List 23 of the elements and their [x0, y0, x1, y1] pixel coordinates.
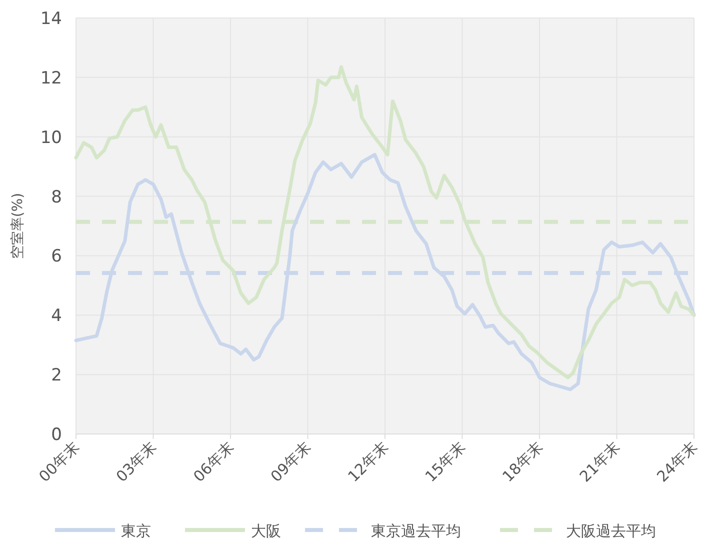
legend-label: 東京過去平均 [371, 522, 461, 540]
x-tick-label: 18年末 [498, 438, 546, 486]
x-tick-label: 12年末 [344, 438, 392, 486]
x-tick-label: 06年末 [190, 438, 238, 486]
y-tick-label: 14 [40, 9, 62, 29]
y-tick-label: 4 [51, 306, 62, 326]
x-tick-label: 03年末 [112, 438, 160, 486]
y-axis-title: 空室率(%) [10, 192, 26, 260]
line-series [74, 152, 696, 392]
y-tick-label: 10 [40, 128, 62, 148]
legend-label: 大阪 [251, 522, 281, 540]
y-tick-label: 2 [51, 366, 62, 386]
y-tick-label: 6 [51, 246, 62, 267]
y-tick-label: 0 [51, 425, 62, 445]
legend-label: 大阪過去平均 [566, 522, 656, 540]
x-tick-label: 24年末 [653, 438, 701, 486]
legend-label: 東京 [121, 522, 151, 540]
x-tick-label: 15年末 [422, 438, 470, 486]
y-tick-label: 12 [40, 68, 62, 88]
x-tick-label: 09年末 [267, 438, 315, 486]
x-tick-label: 21年末 [576, 438, 624, 486]
y-tick-label: 8 [51, 187, 62, 208]
line-series [74, 65, 696, 380]
